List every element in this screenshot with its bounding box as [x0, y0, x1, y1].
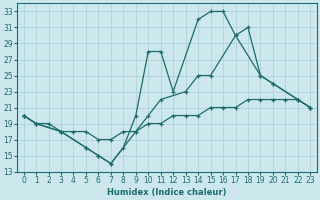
X-axis label: Humidex (Indice chaleur): Humidex (Indice chaleur): [107, 188, 227, 197]
